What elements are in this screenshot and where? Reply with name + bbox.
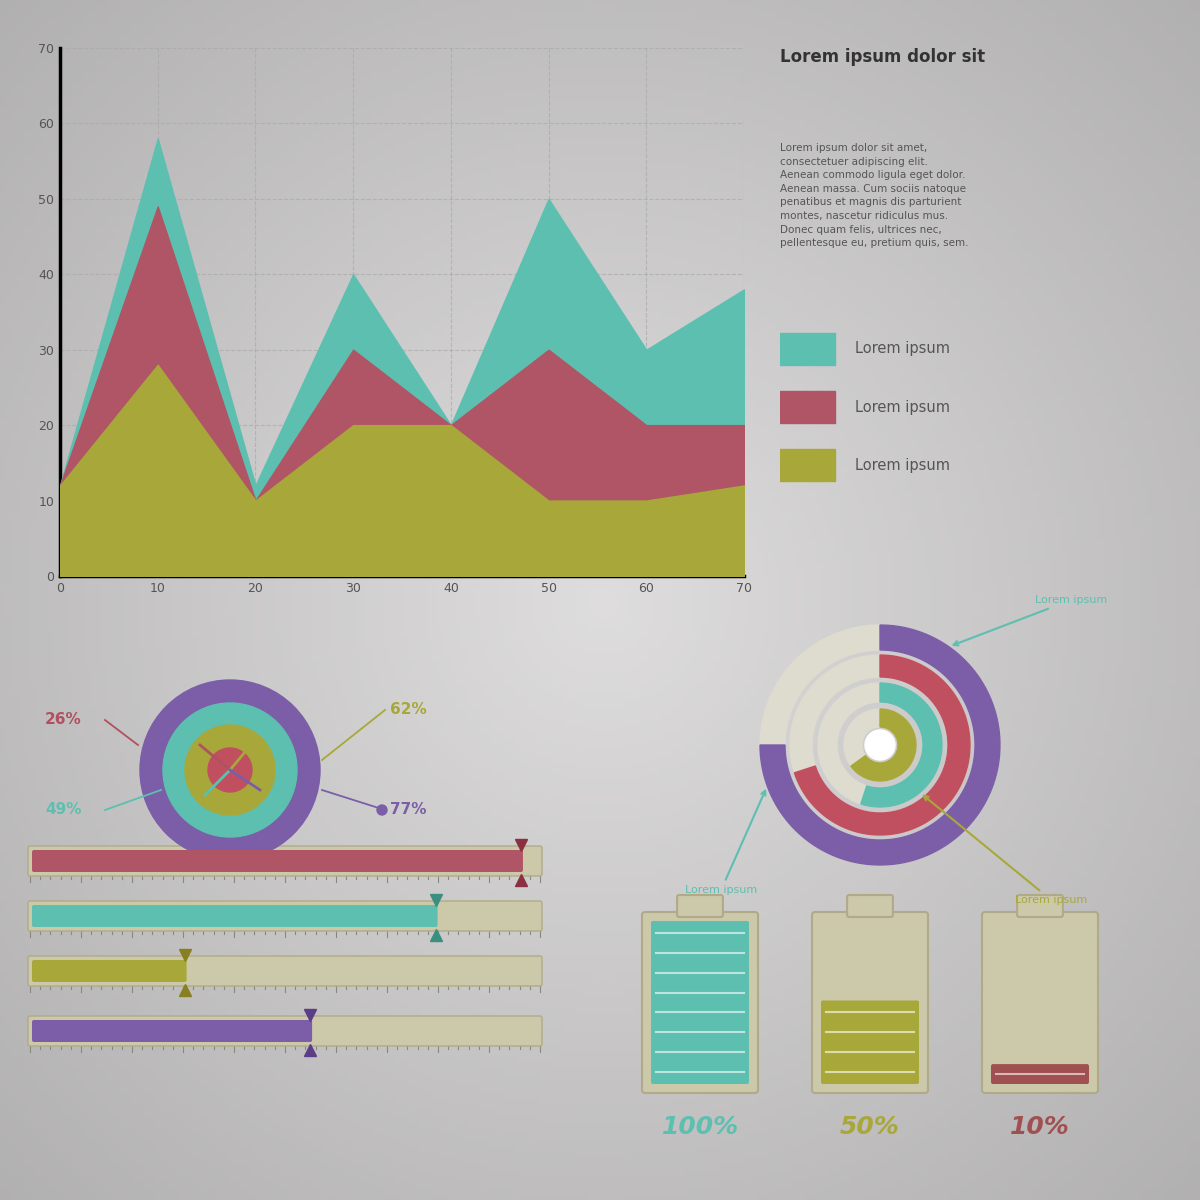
Text: 77%: 77% bbox=[390, 803, 426, 817]
Circle shape bbox=[208, 748, 252, 792]
FancyBboxPatch shape bbox=[32, 960, 187, 982]
FancyBboxPatch shape bbox=[991, 1064, 1090, 1084]
FancyBboxPatch shape bbox=[642, 912, 758, 1093]
FancyBboxPatch shape bbox=[650, 922, 749, 1084]
Polygon shape bbox=[818, 683, 942, 806]
FancyBboxPatch shape bbox=[677, 895, 722, 917]
Text: Lorem ipsum: Lorem ipsum bbox=[924, 796, 1087, 905]
FancyBboxPatch shape bbox=[28, 846, 542, 876]
FancyBboxPatch shape bbox=[982, 912, 1098, 1093]
Text: Lorem ipsum: Lorem ipsum bbox=[856, 400, 950, 414]
Text: 10%: 10% bbox=[1010, 1115, 1070, 1139]
Polygon shape bbox=[790, 655, 970, 835]
FancyBboxPatch shape bbox=[32, 905, 438, 926]
Polygon shape bbox=[760, 625, 1000, 865]
FancyBboxPatch shape bbox=[821, 1001, 919, 1084]
FancyBboxPatch shape bbox=[32, 850, 523, 872]
Polygon shape bbox=[844, 709, 916, 781]
FancyBboxPatch shape bbox=[28, 956, 542, 986]
Bar bbox=[780, 334, 835, 365]
Text: Lorem ipsum: Lorem ipsum bbox=[954, 595, 1108, 646]
Circle shape bbox=[377, 805, 386, 815]
FancyBboxPatch shape bbox=[1018, 895, 1063, 917]
Text: 100%: 100% bbox=[661, 1115, 738, 1139]
FancyBboxPatch shape bbox=[28, 1016, 542, 1046]
FancyBboxPatch shape bbox=[812, 912, 928, 1093]
Polygon shape bbox=[760, 625, 1000, 865]
Text: Lorem ipsum: Lorem ipsum bbox=[856, 342, 950, 356]
Text: Lorem ipsum: Lorem ipsum bbox=[856, 457, 950, 473]
Circle shape bbox=[140, 680, 320, 860]
Text: 62%: 62% bbox=[390, 702, 427, 718]
Circle shape bbox=[163, 703, 298, 838]
Text: Lorem ipsum dolor sit amet,
consectetuer adipiscing elit.
Aenean commodo ligula : Lorem ipsum dolor sit amet, consectetuer… bbox=[780, 143, 968, 248]
Text: 50%: 50% bbox=[840, 1115, 900, 1139]
Bar bbox=[780, 391, 835, 422]
Text: Lorem ipsum: Lorem ipsum bbox=[685, 791, 766, 895]
Polygon shape bbox=[860, 683, 942, 806]
FancyBboxPatch shape bbox=[28, 901, 542, 931]
Text: 26%: 26% bbox=[46, 713, 82, 727]
Circle shape bbox=[185, 725, 275, 815]
FancyBboxPatch shape bbox=[32, 1020, 312, 1042]
Text: 49%: 49% bbox=[46, 803, 82, 817]
Polygon shape bbox=[851, 709, 916, 781]
Polygon shape bbox=[794, 655, 970, 835]
Bar bbox=[780, 449, 835, 481]
FancyBboxPatch shape bbox=[847, 895, 893, 917]
Text: Lorem ipsum dolor sit: Lorem ipsum dolor sit bbox=[780, 48, 985, 66]
Circle shape bbox=[865, 730, 895, 760]
